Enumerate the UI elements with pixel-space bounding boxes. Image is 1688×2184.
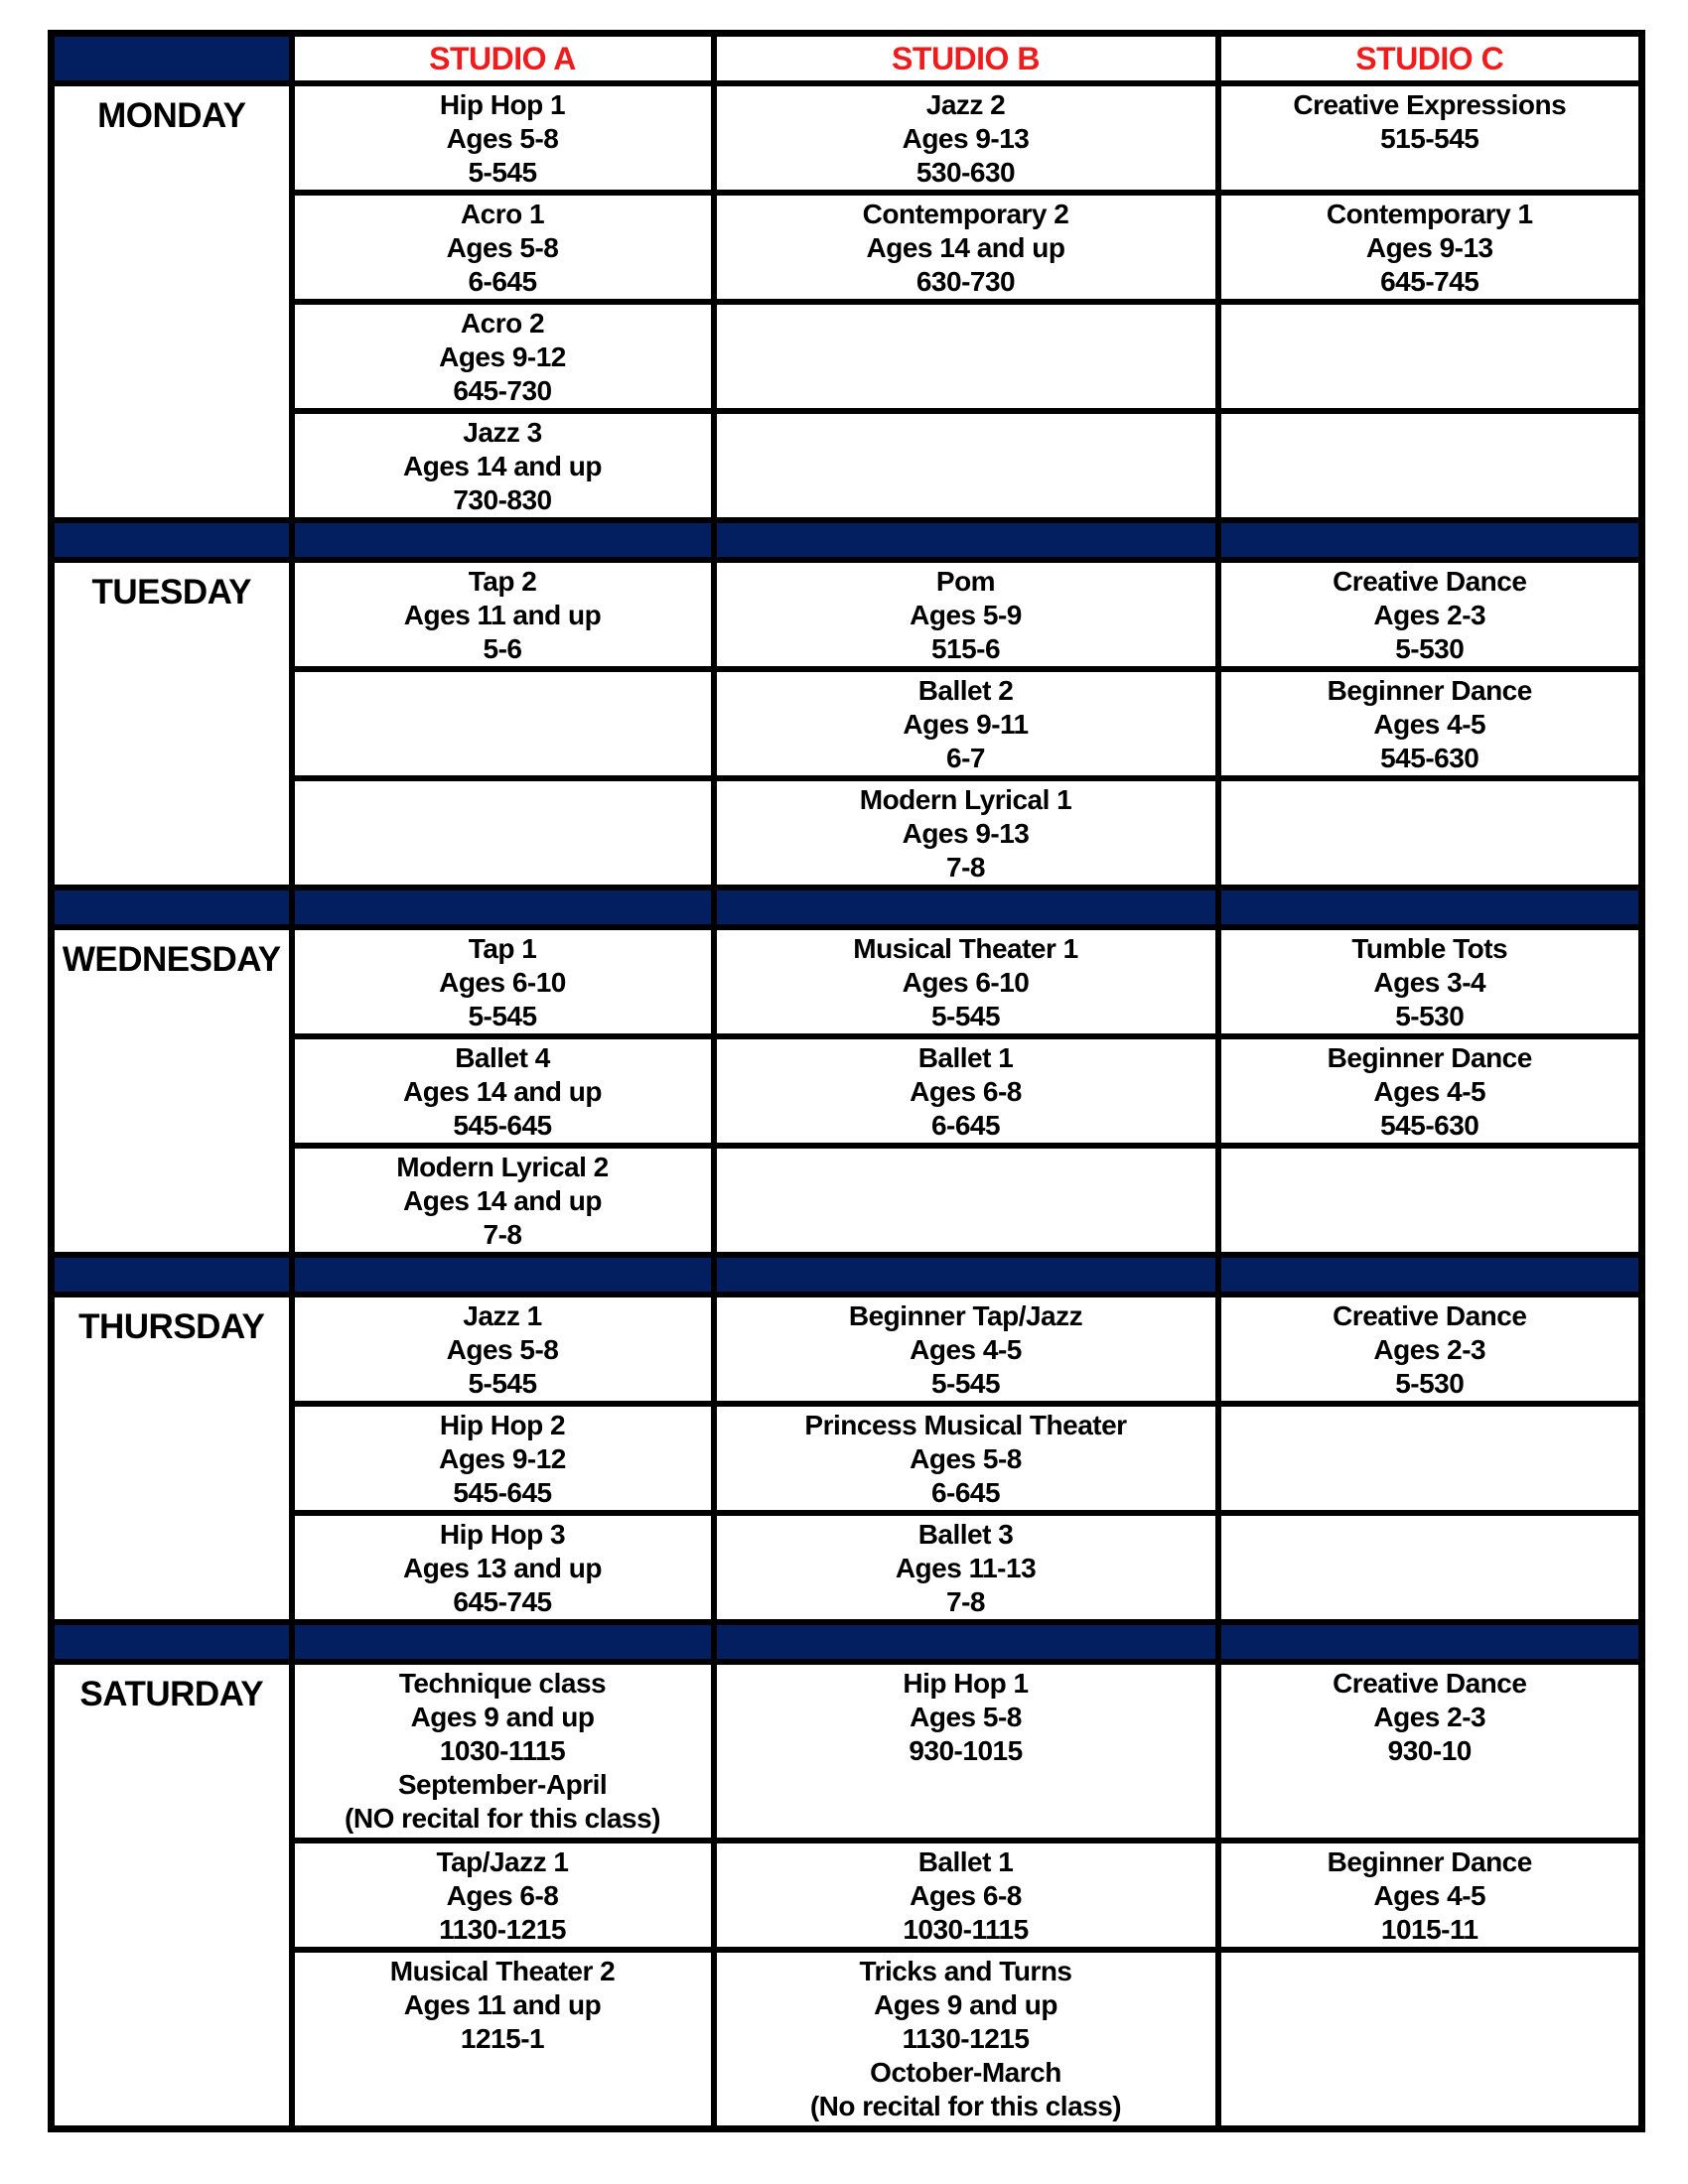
table-row: Ballet 2 Ages 9-11 6-7 Beginner Dance Ag… bbox=[52, 666, 1645, 781]
class-cell bbox=[1214, 1510, 1645, 1625]
class-cell bbox=[1214, 299, 1645, 414]
class-cell: Ballet 1 Ages 6-8 1030-1115 bbox=[710, 1838, 1221, 1953]
studio-b-header: STUDIO B bbox=[710, 30, 1221, 86]
separator-cell bbox=[710, 517, 1221, 563]
separator-cell bbox=[288, 1619, 717, 1665]
class-cell: Technique class Ages 9 and up 1030-1115 … bbox=[288, 1659, 717, 1843]
class-cell: Jazz 1 Ages 5-8 5-545 bbox=[288, 1292, 717, 1407]
day-label-monday: MONDAY bbox=[48, 80, 295, 523]
header-row: STUDIO A STUDIO B STUDIO C bbox=[48, 30, 1645, 86]
class-cell: Jazz 3 Ages 14 and up 730-830 bbox=[288, 408, 717, 523]
table-row: Ballet 4 Ages 14 and up 545-645 Ballet 1… bbox=[52, 1033, 1645, 1149]
day-label-tuesday: TUESDAY bbox=[48, 557, 295, 890]
class-cell: Jazz 2 Ages 9-13 530-630 bbox=[710, 80, 1221, 196]
class-cell: Acro 2 Ages 9-12 645-730 bbox=[288, 299, 717, 414]
table-row: TUESDAY Tap 2 Ages 11 and up 5-6 Pom Age… bbox=[48, 557, 1645, 890]
table-row: Hip Hop 3 Ages 13 and up 645-745 Ballet … bbox=[52, 1510, 1645, 1625]
class-cell: Modern Lyrical 2 Ages 14 and up 7-8 bbox=[288, 1143, 717, 1258]
separator-cell bbox=[48, 1252, 295, 1297]
class-cell bbox=[1214, 775, 1645, 890]
table-row: Hip Hop 2 Ages 9-12 545-645 Princess Mus… bbox=[52, 1401, 1645, 1516]
class-cell: Creative Dance Ages 2-3 5-530 bbox=[1214, 1292, 1645, 1407]
day-separator bbox=[48, 885, 1645, 930]
table-row: Tap/Jazz 1 Ages 6-8 1130-1215 Ballet 1 A… bbox=[52, 1838, 1645, 1953]
class-cell: Tap/Jazz 1 Ages 6-8 1130-1215 bbox=[288, 1838, 717, 1953]
class-cell: Beginner Tap/Jazz Ages 4-5 5-545 bbox=[710, 1292, 1221, 1407]
class-cell: Contemporary 1 Ages 9-13 645-745 bbox=[1214, 190, 1645, 305]
class-cell: Hip Hop 1 Ages 5-8 930-1015 bbox=[710, 1659, 1221, 1843]
separator-cell bbox=[288, 1252, 717, 1297]
separator-cell bbox=[288, 517, 717, 563]
separator-cell bbox=[48, 1619, 295, 1665]
table-row: Musical Theater 2 Ages 11 and up 1215-1 … bbox=[52, 1947, 1645, 2131]
class-cell: Musical Theater 2 Ages 11 and up 1215-1 bbox=[288, 1947, 717, 2131]
separator-cell bbox=[48, 885, 295, 930]
table-row: Modern Lyrical 1 Ages 9-13 7-8 bbox=[52, 775, 1645, 890]
studio-a-header: STUDIO A bbox=[288, 30, 717, 86]
table-row: Acro 2 Ages 9-12 645-730 bbox=[52, 299, 1645, 414]
studio-c-header: STUDIO C bbox=[1214, 30, 1645, 86]
day-separator bbox=[48, 1619, 1645, 1665]
class-cell: Acro 1 Ages 5-8 6-645 bbox=[288, 190, 717, 305]
day-label-wednesday: WEDNESDAY bbox=[48, 924, 295, 1258]
class-cell bbox=[288, 666, 717, 781]
table-row: MONDAY Hip Hop 1 Ages 5-8 5-545 Jazz 2 A… bbox=[48, 80, 1645, 523]
table-row: Jazz 3 Ages 14 and up 730-830 bbox=[52, 408, 1645, 523]
class-cell: Creative Expressions 515-545 bbox=[1214, 80, 1645, 196]
day-separator bbox=[48, 1252, 1645, 1297]
schedule-table: STUDIO A STUDIO B STUDIO C MONDAY Hip Ho… bbox=[48, 30, 1645, 2132]
class-cell bbox=[1214, 1947, 1645, 2131]
class-cell: Hip Hop 2 Ages 9-12 545-645 bbox=[288, 1401, 717, 1516]
day-label-thursday: THURSDAY bbox=[48, 1292, 295, 1625]
class-cell: Hip Hop 3 Ages 13 and up 645-745 bbox=[288, 1510, 717, 1625]
class-cell: Beginner Dance Ages 4-5 1015-11 bbox=[1214, 1838, 1645, 1953]
separator-cell bbox=[710, 885, 1221, 930]
header-corner-cell bbox=[48, 30, 295, 86]
class-cell: Tricks and Turns Ages 9 and up 1130-1215… bbox=[710, 1947, 1221, 2131]
separator-cell bbox=[288, 885, 717, 930]
class-cell: Tap 1 Ages 6-10 5-545 bbox=[288, 924, 717, 1039]
class-cell: Creative Dance Ages 2-3 930-10 bbox=[1214, 1659, 1645, 1843]
class-cell: Contemporary 2 Ages 14 and up 630-730 bbox=[710, 190, 1221, 305]
class-cell: Ballet 1 Ages 6-8 6-645 bbox=[710, 1033, 1221, 1149]
class-cell: Beginner Dance Ages 4-5 545-630 bbox=[1214, 666, 1645, 781]
class-cell: Ballet 2 Ages 9-11 6-7 bbox=[710, 666, 1221, 781]
separator-cell bbox=[48, 517, 295, 563]
separator-cell bbox=[1214, 1252, 1645, 1297]
table-row: Acro 1 Ages 5-8 6-645 Contemporary 2 Age… bbox=[52, 190, 1645, 305]
separator-cell bbox=[1214, 1619, 1645, 1665]
separator-cell bbox=[1214, 885, 1645, 930]
table-row: THURSDAY Jazz 1 Ages 5-8 5-545 Beginner … bbox=[48, 1292, 1645, 1625]
table-row: SATURDAY Technique class Ages 9 and up 1… bbox=[48, 1659, 1645, 2131]
table-row: WEDNESDAY Tap 1 Ages 6-10 5-545 Musical … bbox=[48, 924, 1645, 1258]
class-cell: Beginner Dance Ages 4-5 545-630 bbox=[1214, 1033, 1645, 1149]
class-cell: Tap 2 Ages 11 and up 5-6 bbox=[288, 557, 717, 672]
class-cell bbox=[710, 299, 1221, 414]
separator-cell bbox=[710, 1619, 1221, 1665]
class-cell: Tumble Tots Ages 3-4 5-530 bbox=[1214, 924, 1645, 1039]
separator-cell bbox=[710, 1252, 1221, 1297]
class-cell bbox=[1214, 1401, 1645, 1516]
class-cell bbox=[1214, 1143, 1645, 1258]
class-cell bbox=[288, 775, 717, 890]
separator-cell bbox=[1214, 517, 1645, 563]
class-cell: Modern Lyrical 1 Ages 9-13 7-8 bbox=[710, 775, 1221, 890]
class-cell: Princess Musical Theater Ages 5-8 6-645 bbox=[710, 1401, 1221, 1516]
class-cell bbox=[710, 1143, 1221, 1258]
class-cell: Ballet 3 Ages 11-13 7-8 bbox=[710, 1510, 1221, 1625]
class-cell bbox=[710, 408, 1221, 523]
table-row: Modern Lyrical 2 Ages 14 and up 7-8 bbox=[52, 1143, 1645, 1258]
class-cell: Creative Dance Ages 2-3 5-530 bbox=[1214, 557, 1645, 672]
day-label-saturday: SATURDAY bbox=[48, 1659, 295, 2131]
class-cell: Hip Hop 1 Ages 5-8 5-545 bbox=[288, 80, 717, 196]
day-separator bbox=[48, 517, 1645, 563]
class-cell: Ballet 4 Ages 14 and up 545-645 bbox=[288, 1033, 717, 1149]
class-cell bbox=[1214, 408, 1645, 523]
class-cell: Musical Theater 1 Ages 6-10 5-545 bbox=[710, 924, 1221, 1039]
class-cell: Pom Ages 5-9 515-6 bbox=[710, 557, 1221, 672]
